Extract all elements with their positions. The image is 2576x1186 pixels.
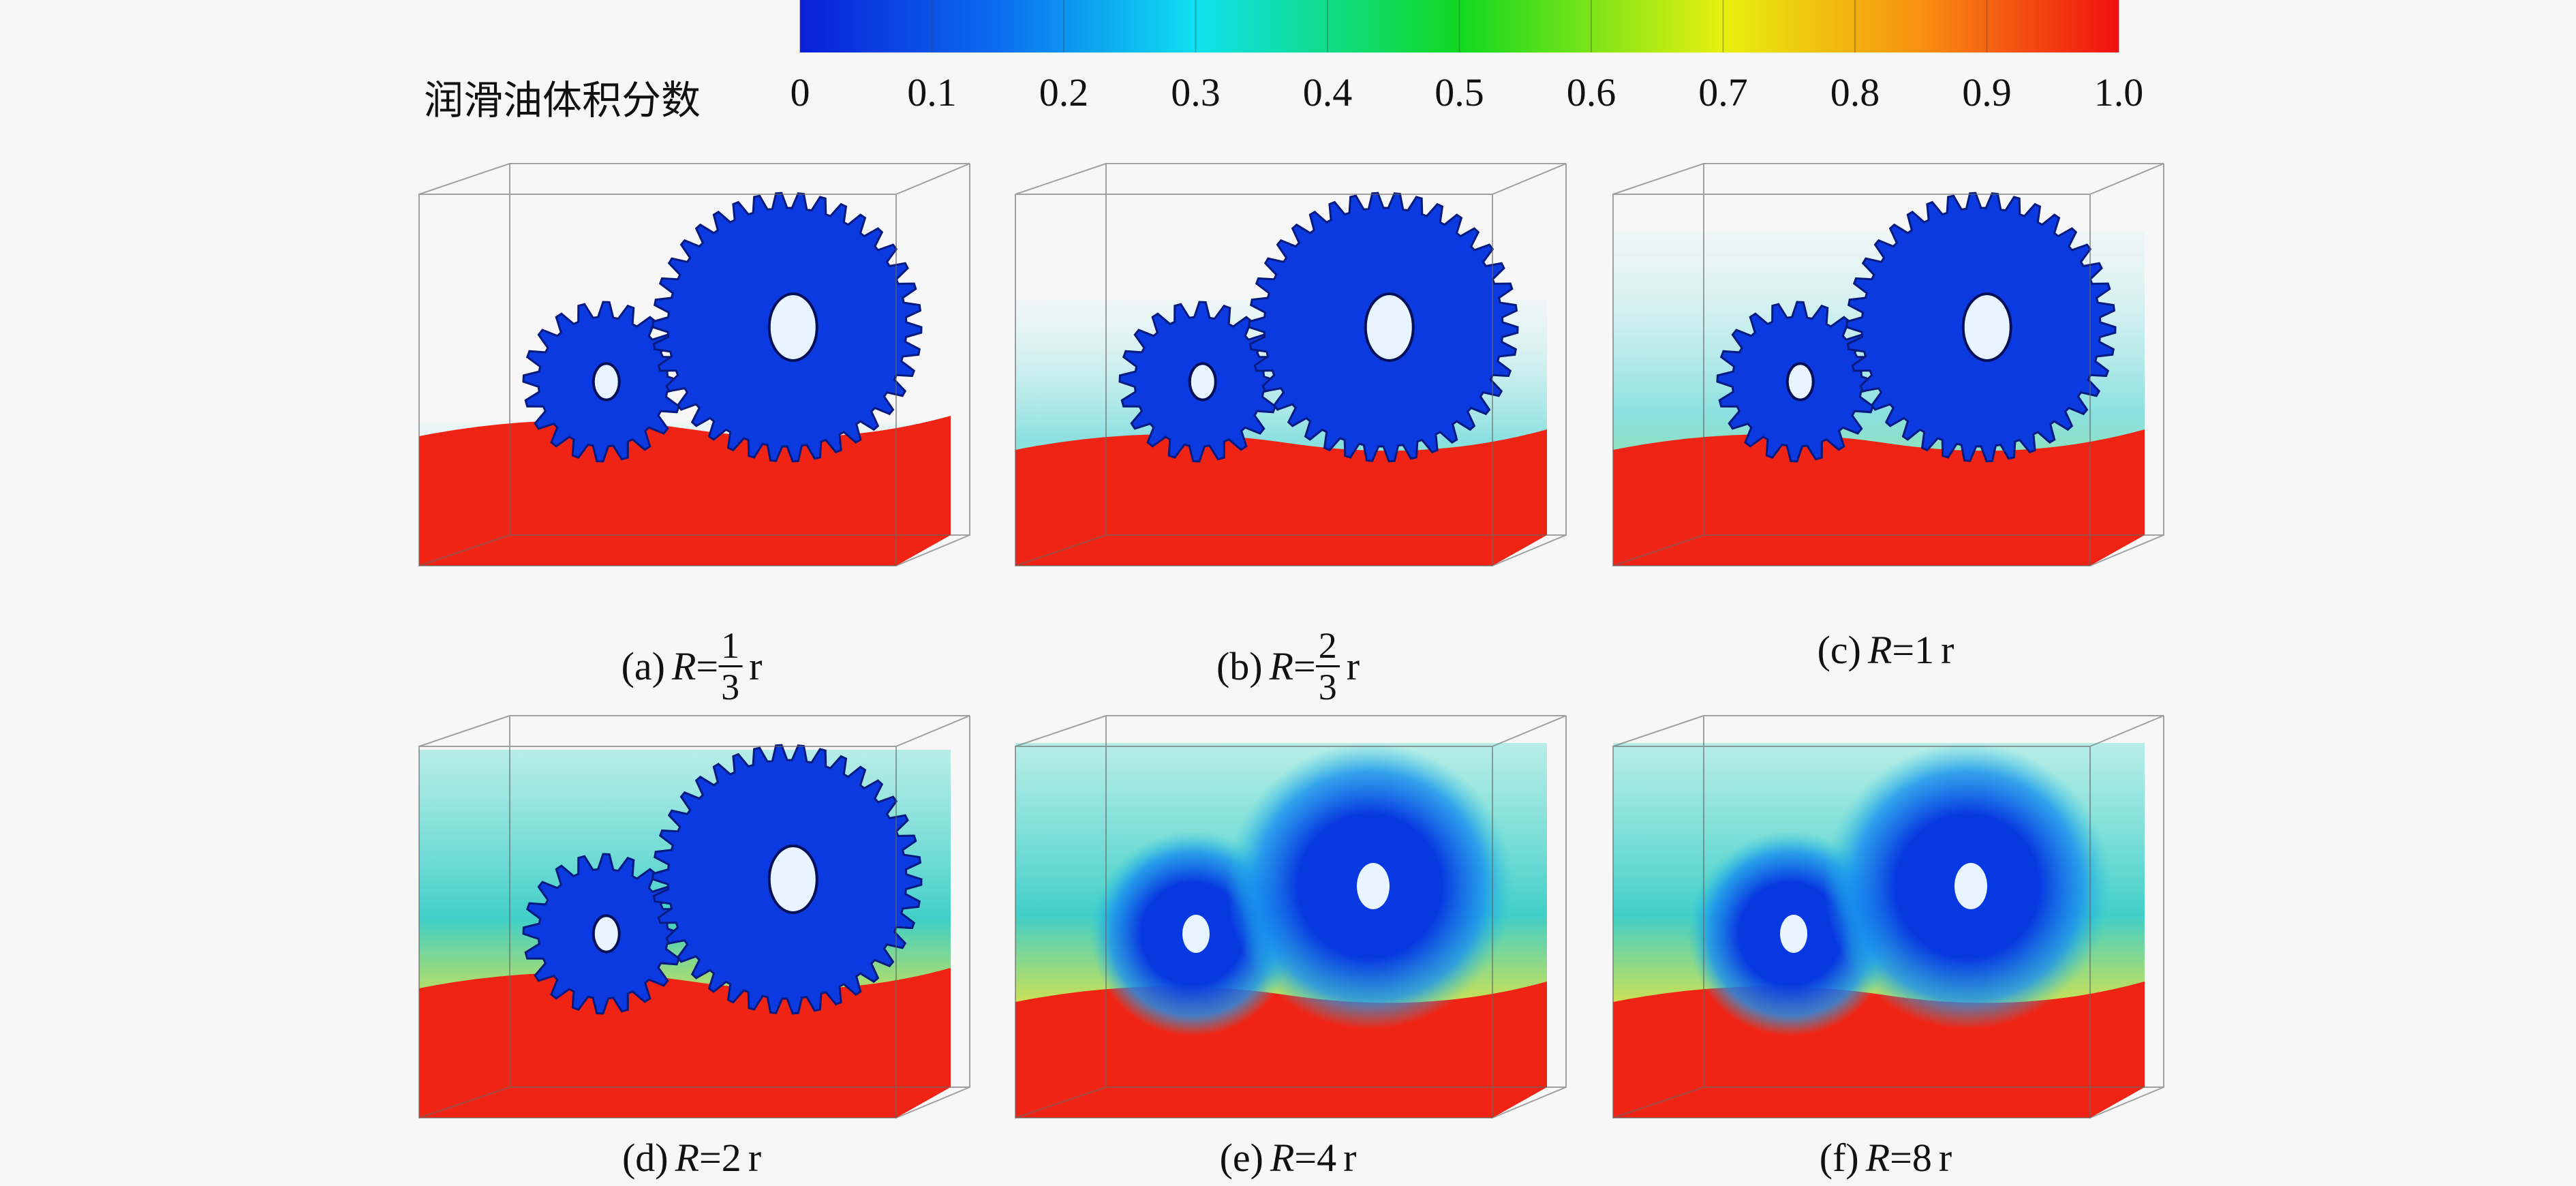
panel-graphic <box>1015 715 1567 1119</box>
caption-expr: R = 4 <box>1270 1135 1336 1181</box>
caption-equals: = <box>1294 1136 1317 1180</box>
fraction-numerator: 2 <box>1315 627 1340 667</box>
gear-hole <box>767 292 818 362</box>
panel-graphic <box>1612 715 2164 1119</box>
gear-hole <box>592 914 621 954</box>
caption-expr: R = 1 3 <box>671 627 743 708</box>
caption-expr: R = 1 <box>1868 627 1934 673</box>
colorbar-tick-label: 0.1 <box>907 70 957 115</box>
panel-graphic <box>1015 163 1567 566</box>
caption-expr: R = 2 3 <box>1270 627 1340 705</box>
caption-label: (e) <box>1219 1136 1263 1180</box>
colorbar-tick-label: 0.7 <box>1698 70 1748 115</box>
caption-label: (f) <box>1819 1136 1859 1180</box>
box-edge <box>418 163 970 566</box>
caption-label: (c) <box>1817 628 1861 672</box>
oil-layer <box>1015 982 1547 1118</box>
gear-hole <box>1364 292 1415 362</box>
caption-variable: R <box>1867 628 1892 672</box>
fraction-denominator: 3 <box>721 667 740 708</box>
oil-layer <box>1015 429 1547 566</box>
caption-unit: r <box>749 644 763 688</box>
colorbar-tick-label: 0 <box>791 70 810 115</box>
oil-layer <box>419 416 951 566</box>
oil-layer <box>1613 429 2145 566</box>
caption-equals: = <box>699 1136 722 1180</box>
colorbar-tick-label: 0.5 <box>1435 70 1484 115</box>
caption-label: (a) <box>621 644 665 688</box>
caption-equals: = <box>696 644 719 688</box>
panel-caption: (d) R = 2 r <box>622 1135 761 1181</box>
caption-variable: R <box>1269 644 1294 688</box>
caption-unit: r <box>1941 628 1954 672</box>
colorbar-tick-label: 0.2 <box>1039 70 1089 115</box>
caption-label: (b) <box>1216 644 1263 688</box>
panel-graphic <box>418 715 970 1119</box>
gear-hole <box>1182 915 1210 953</box>
box-edge <box>1612 715 2164 1119</box>
gear-hole <box>1785 362 1815 401</box>
caption-value: 4 <box>1317 1136 1337 1180</box>
oil-layer <box>419 968 951 1118</box>
gear-hole <box>592 362 621 401</box>
panel-caption: (f) R = 8 r <box>1820 1135 1952 1181</box>
caption-variable: R <box>1270 1136 1295 1180</box>
panel-caption: (a) R = 1 3 r <box>622 627 763 705</box>
colorbar-tick-label: 1.0 <box>2094 70 2144 115</box>
colorbar-tick-label: 0.8 <box>1830 70 1880 115</box>
caption-variable: R <box>675 1136 700 1180</box>
box-edge <box>418 715 970 1119</box>
colorbar-tick-label: 0.3 <box>1171 70 1221 115</box>
box-edge <box>1015 163 1567 566</box>
gear-hole <box>1188 362 1217 401</box>
box-edge <box>1612 163 2164 566</box>
colorbar-tick-label: 0.9 <box>1962 70 2012 115</box>
gear-hole <box>1961 292 2012 362</box>
colorbar <box>800 0 2119 52</box>
panel-graphic <box>418 163 970 566</box>
caption-expr: R = 2 <box>675 1135 741 1181</box>
colorbar-label: 润滑油体积分数 <box>424 78 701 123</box>
caption-unit: r <box>1343 1136 1357 1180</box>
fraction-numerator: 1 <box>718 627 743 667</box>
panel-caption: (b) R = 2 3 r <box>1216 627 1360 705</box>
colorbar-tick-label: 0.4 <box>1303 70 1353 115</box>
caption-value: 8 <box>1912 1136 1932 1180</box>
caption-variable: R <box>1865 1136 1890 1180</box>
caption-unit: r <box>1346 644 1360 688</box>
box-edge <box>1015 715 1567 1119</box>
gear-hole <box>1357 863 1390 909</box>
panel-caption: (e) R = 4 r <box>1220 1135 1357 1181</box>
caption-value: 1 <box>1914 628 1935 672</box>
caption-equals: = <box>1293 644 1316 688</box>
caption-variable: R <box>671 644 696 688</box>
panel-graphic <box>1612 163 2164 566</box>
caption-value: 2 <box>721 1136 741 1180</box>
caption-expr: R = 8 <box>1866 1135 1932 1181</box>
fraction-denominator: 3 <box>1318 667 1337 708</box>
gear-hole <box>1954 863 1987 909</box>
caption-label: (d) <box>622 1136 669 1180</box>
caption-equals: = <box>1890 1136 1912 1180</box>
oil-layer <box>1613 982 2145 1118</box>
panel-caption: (c) R = 1 r <box>1818 627 1954 673</box>
caption-equals: = <box>1892 628 1915 672</box>
gear-hole <box>767 845 818 914</box>
gear-hole <box>1780 915 1807 953</box>
colorbar-tick-label: 0.6 <box>1567 70 1616 115</box>
caption-unit: r <box>748 1136 762 1180</box>
caption-unit: r <box>1938 1136 1952 1180</box>
